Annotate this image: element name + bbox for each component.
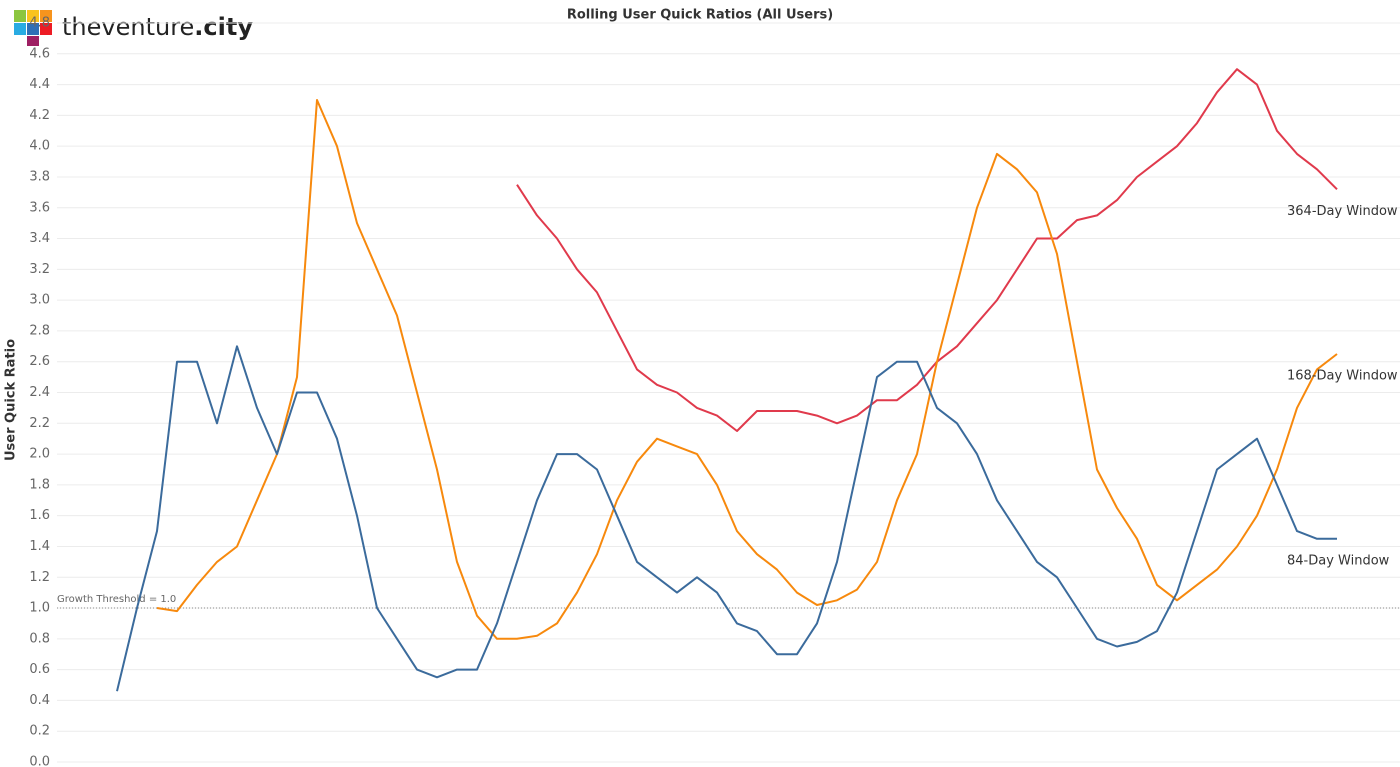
grid: 0.0 0.2 0.4 0.6 0.8 1.0 1.2 1.4 1.6 1.8 2.0 2.2 2.4 2… bbox=[29, 16, 1400, 767]
y-tick-label: 2.2 bbox=[29, 416, 50, 431]
y-tick-label: 2.6 bbox=[29, 354, 50, 369]
y-tick-label: 0.4 bbox=[29, 693, 50, 708]
y-tick-label: 2.4 bbox=[29, 385, 50, 400]
series-line bbox=[156, 99, 1338, 640]
logo-square bbox=[27, 23, 39, 35]
y-tick-label: 0.2 bbox=[29, 724, 50, 739]
logo-square bbox=[40, 23, 52, 35]
logo-square bbox=[14, 10, 26, 22]
y-tick-label: 1.6 bbox=[29, 508, 50, 523]
y-tick-label: 2.0 bbox=[29, 447, 50, 462]
y-tick-label: 4.6 bbox=[29, 46, 50, 61]
y-tick-label: 0.0 bbox=[29, 755, 50, 767]
series-label: 364-Day Window bbox=[1287, 204, 1398, 219]
logo: theventure.city bbox=[14, 10, 253, 46]
y-tick-label: 1.8 bbox=[29, 477, 50, 492]
y-tick-label: 2.8 bbox=[29, 323, 50, 338]
logo-name: theventure bbox=[62, 13, 194, 41]
logo-text: theventure.city bbox=[62, 13, 253, 41]
y-tick-label: 1.2 bbox=[29, 570, 50, 585]
y-tick-label: 1.4 bbox=[29, 539, 50, 554]
y-tick-label: 4.4 bbox=[29, 77, 50, 92]
logo-suffix: .city bbox=[194, 13, 253, 41]
threshold-label: Growth Threshold = 1.0 bbox=[57, 594, 176, 605]
y-tick-label: 4.0 bbox=[29, 139, 50, 154]
logo-square bbox=[40, 10, 52, 22]
y-tick-label: 3.0 bbox=[29, 293, 50, 308]
series-label: 168-Day Window bbox=[1287, 369, 1398, 384]
series-label: 84-Day Window bbox=[1287, 553, 1390, 568]
y-tick-label: 3.8 bbox=[29, 169, 50, 184]
y-tick-label: 4.2 bbox=[29, 108, 50, 123]
y-axis-label: User Quick Ratio bbox=[4, 339, 19, 461]
series-line bbox=[116, 345, 1337, 692]
y-tick-label: 3.6 bbox=[29, 200, 50, 215]
y-tick-label: 0.6 bbox=[29, 662, 50, 677]
y-tick-label: 4.8 bbox=[29, 16, 50, 31]
chart-title: Rolling User Quick Ratios (All Users) bbox=[567, 8, 833, 23]
logo-square bbox=[27, 36, 39, 46]
logo-square bbox=[27, 10, 39, 22]
y-tick-label: 0.8 bbox=[29, 631, 50, 646]
y-tick-label: 1.0 bbox=[29, 601, 50, 616]
y-tick-label: 3.2 bbox=[29, 262, 50, 277]
plot: 364-Day Window 168-Day Window 84-Day Windo… bbox=[116, 68, 1398, 692]
logo-square bbox=[14, 23, 26, 35]
y-tick-label: 3.4 bbox=[29, 231, 50, 246]
series-line bbox=[516, 68, 1338, 432]
